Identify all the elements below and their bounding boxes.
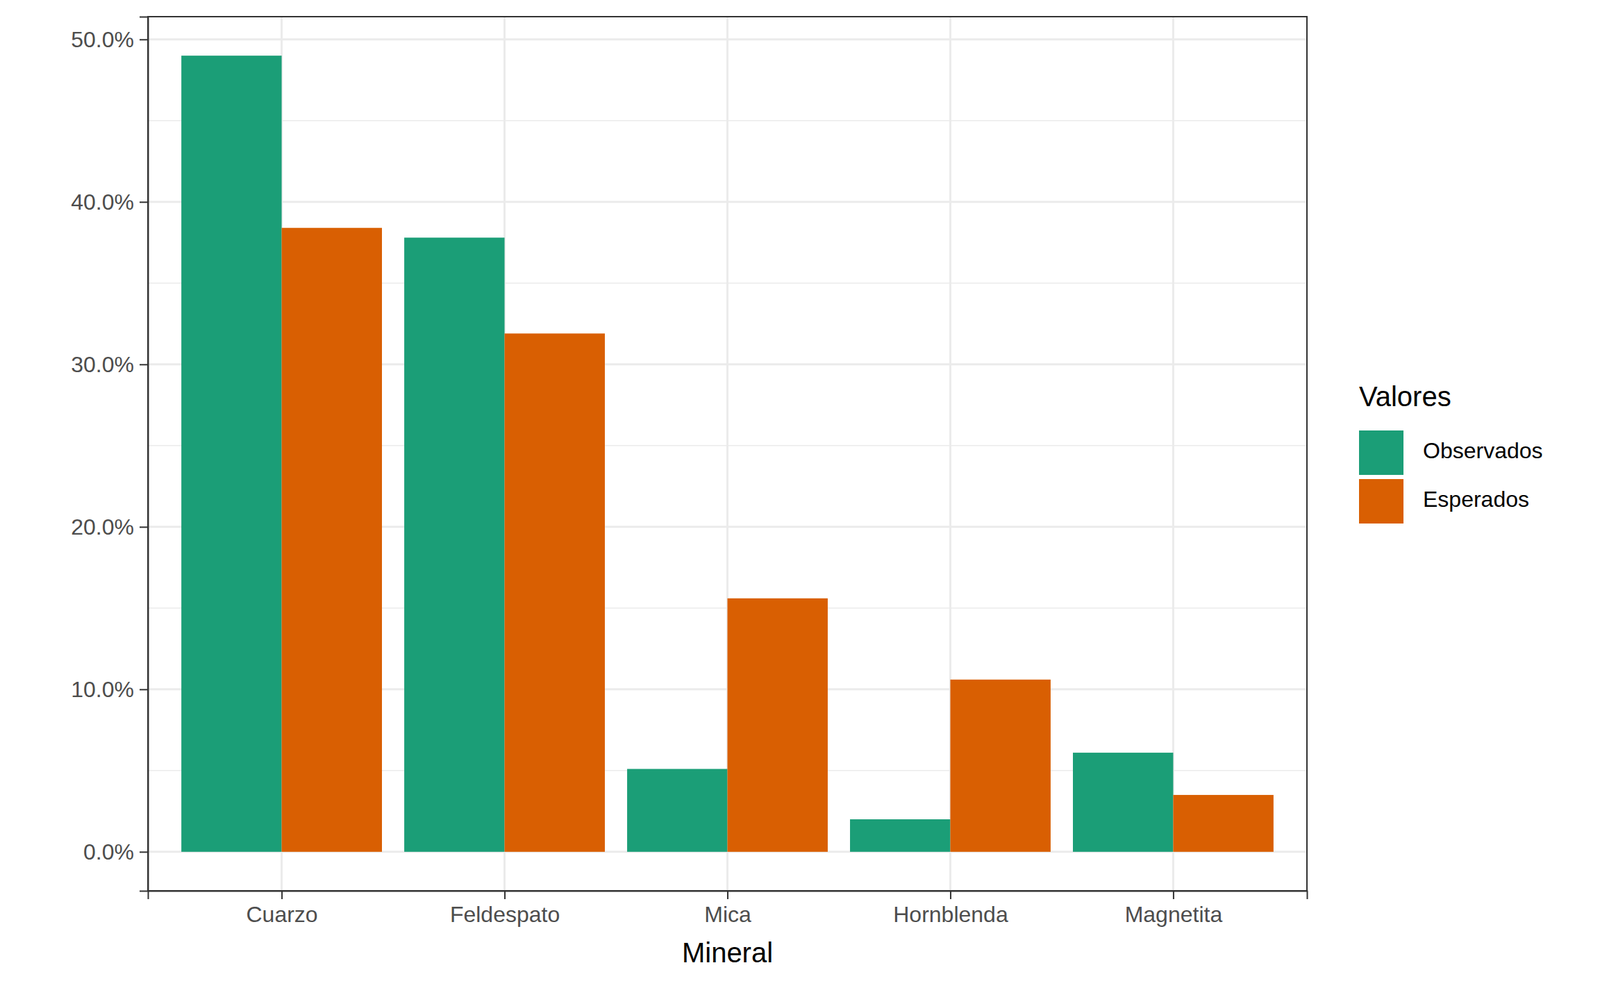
tick-mark [139, 526, 148, 528]
plot-background [147, 16, 1307, 891]
tick: 50.0% [70, 27, 148, 53]
tick-mark [1172, 890, 1175, 900]
tick-label: 50.0% [70, 27, 135, 53]
axis-line [139, 17, 149, 892]
tick-label: Magnetita [1125, 902, 1223, 928]
bar [504, 333, 605, 853]
tick-mark [504, 890, 506, 900]
bar [1072, 752, 1173, 853]
x-axis: Cuarzo Feldespato Mica Hornblenda Magnetita [148, 890, 1308, 928]
y-axis: 0.0% 10.0% 20.0% 30.0% 40.0% 50.0% [70, 17, 148, 892]
tick-mark [139, 688, 148, 691]
legend-label: Esperados [1422, 486, 1530, 512]
tick-label: Mica [704, 902, 752, 928]
tick: Magnetita [1125, 890, 1223, 928]
plot-frame [147, 16, 1307, 891]
tick-mark [139, 201, 148, 203]
tick: 10.0% [70, 677, 148, 703]
chart: 0.0% 10.0% 20.0% 30.0% 40.0% 50.0% Cuarzo Felde… [0, 0, 1600, 988]
bar [627, 768, 728, 852]
tick: Cuarzo [245, 890, 318, 928]
legend-key [1359, 430, 1404, 475]
bar [404, 237, 505, 853]
legend: Valores Observados Esperados [1359, 381, 1544, 524]
tick-label: Cuarzo [245, 902, 318, 928]
tick-mark [139, 38, 148, 41]
legend-key [1359, 479, 1404, 524]
bar [181, 55, 282, 853]
tick-label: 0.0% [83, 839, 135, 865]
tick-mark [281, 890, 283, 900]
axis-line [148, 891, 1308, 900]
tick-mark [727, 890, 729, 900]
grid [147, 16, 1307, 891]
tick-label: 20.0% [70, 514, 135, 540]
tick: 0.0% [83, 839, 148, 865]
tick: Mica [704, 890, 752, 928]
legend-label: Observados [1422, 438, 1544, 464]
bar [950, 679, 1050, 853]
tick-mark [139, 851, 148, 853]
tick-label: 40.0% [70, 189, 135, 215]
tick-mark [950, 890, 952, 900]
tick: 30.0% [70, 352, 148, 378]
legend-title: Valores [1359, 381, 1452, 412]
bar [850, 819, 950, 853]
tick-label: 10.0% [70, 677, 135, 703]
tick: 20.0% [70, 514, 148, 540]
bar [727, 598, 828, 853]
x-axis-title: Mineral [681, 937, 773, 969]
tick-label: Hornblenda [893, 902, 1009, 928]
tick: Hornblenda [893, 890, 1009, 928]
tick: 40.0% [70, 189, 148, 215]
bars [181, 55, 1274, 853]
bar [281, 227, 382, 853]
tick-label: 30.0% [70, 352, 135, 378]
tick-label: Feldespato [450, 902, 560, 928]
bar [1172, 795, 1273, 853]
tick-mark [139, 363, 148, 366]
tick: Feldespato [450, 890, 560, 928]
